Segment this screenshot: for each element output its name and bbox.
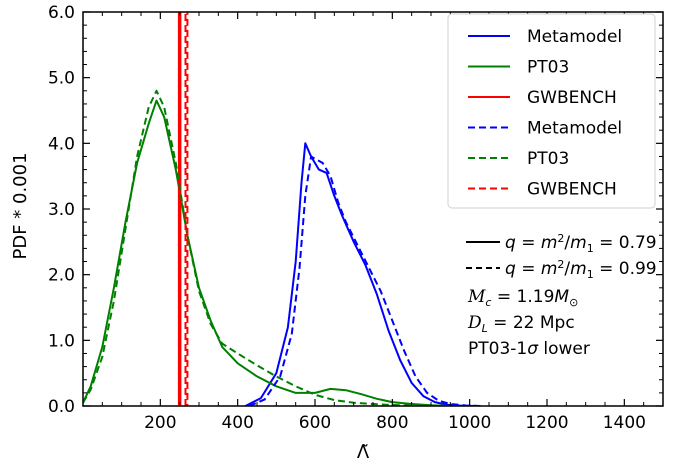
legend-label-2: GWBENCH bbox=[527, 88, 617, 108]
legend-label-1: PT03 bbox=[527, 58, 569, 78]
annot-eos-label: PT03-1σ lower bbox=[468, 339, 590, 359]
legend: Metamodel PT03 GWBENCH Metamodel PT03 GWBENCH bbox=[447, 13, 656, 209]
y-tick-label: 2.0 bbox=[48, 266, 75, 286]
y-tick-label: 0.0 bbox=[48, 397, 75, 417]
y-axis-label: PDF * 0.001 bbox=[10, 152, 31, 259]
series-line-5-gwbench-dashed bbox=[184, 12, 189, 406]
legend-label-5: GWBENCH bbox=[527, 180, 617, 200]
y-tick-label: 3.0 bbox=[48, 200, 75, 220]
annot-distance: DL = 22 Mpc bbox=[467, 313, 575, 335]
x-tick-label: 1400 bbox=[603, 413, 646, 433]
series-line-3-metamodel-dashed bbox=[248, 155, 482, 406]
legend-box bbox=[447, 13, 656, 209]
annot-q-dashed: q = m2/m1 = 0.99 bbox=[505, 258, 657, 281]
y-tick-label: 1.0 bbox=[48, 331, 75, 351]
x-axis-label: Λ̃ bbox=[357, 442, 370, 463]
ticks-layer: 200 400 600 800 1000 1200 1400 0.0 1.0 2.0 3.0 4.0 5… bbox=[48, 3, 664, 433]
annot-q-solid: q = m2/m1 = 0.79 bbox=[505, 232, 657, 255]
series-line-2-gwbench-solid bbox=[177, 12, 182, 406]
series-line-0-metamodel-solid bbox=[244, 142, 478, 406]
x-tick-label: 1200 bbox=[525, 413, 568, 433]
series-line-1-pt03-solid bbox=[83, 99, 451, 406]
legend-label-4: PT03 bbox=[527, 149, 569, 169]
x-tick-label: 800 bbox=[376, 413, 408, 433]
legend-label-0: Metamodel bbox=[527, 27, 622, 47]
x-tick-label: 400 bbox=[221, 413, 253, 433]
x-tick-label: 1000 bbox=[448, 413, 491, 433]
x-tick-label: 200 bbox=[144, 413, 176, 433]
legend-label-3: Metamodel bbox=[527, 119, 622, 139]
y-tick-label: 4.0 bbox=[48, 134, 75, 154]
x-tick-label: 600 bbox=[299, 413, 331, 433]
annot-chirp-mass: Mc = 1.19M⊙ bbox=[467, 287, 578, 309]
annotation-block: q = m2/m1 = 0.79 q = m2/m1 = 0.99 Mc = 1… bbox=[466, 232, 657, 359]
y-tick-label: 6.0 bbox=[48, 3, 75, 23]
y-tick-label: 5.0 bbox=[48, 69, 75, 89]
